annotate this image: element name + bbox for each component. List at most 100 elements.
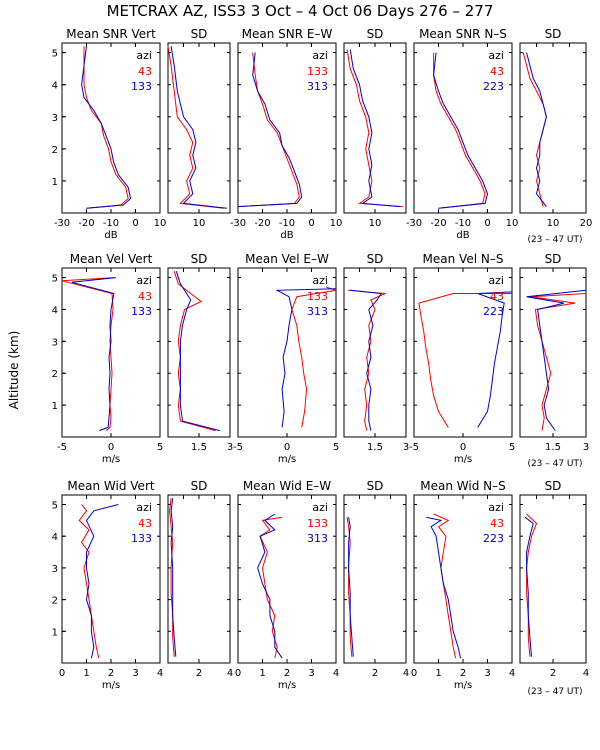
x-tick-label: 1 — [83, 668, 89, 679]
panel-title: Mean Vel Vert — [70, 252, 153, 266]
series-line-133-red — [346, 517, 353, 657]
series-line-223-blue — [526, 289, 587, 431]
x-tick-label: 1.5 — [367, 442, 383, 453]
x-tick-label: 0 — [411, 668, 417, 679]
panels-group: Mean SNR Vert-30 -20 -10 0 1012345dBazi43133… — [52, 27, 593, 691]
x-tick-label: 0 — [284, 442, 290, 453]
series-line-133-red — [346, 49, 403, 208]
legend-entry-313: 313 — [307, 80, 328, 93]
x-tick-label: 10 — [506, 218, 519, 229]
panel-9: Mean Vel E–W -5 0 5 m/s azi 133 313 — [233, 252, 339, 465]
series-line-223-blue — [477, 291, 513, 428]
panel-7: Mean Vel Vert -5 0 5 1 2 3 4 5 m/s azi 43 133 — [52, 252, 164, 465]
panel-title: Mean Wid N–S — [420, 479, 505, 493]
legend-entry-43: 43 — [138, 290, 152, 303]
panel-6: SD 10 20 — [519, 27, 592, 229]
x-tick-label: 2 — [460, 668, 466, 679]
y-tick-label: 3 — [52, 113, 58, 124]
legend-entry-43: 43 — [490, 65, 504, 78]
legend-entry-313: 313 — [307, 305, 328, 318]
series-line-223-blue — [426, 516, 462, 659]
panel-13: Mean Wid Vert 0 1 2 3 4 1 2 3 4 5 m/s azi 43 133 — [52, 479, 164, 691]
panel-frame — [519, 42, 587, 214]
panel-15: Mean Wid E–W 0 1 2 3 4 m/s azi 133 313 — [235, 479, 339, 691]
series-line-133-blue — [175, 271, 220, 432]
panel-frame — [167, 267, 231, 438]
legend-entry-43: 43 — [490, 290, 504, 303]
legend-entry-133: 133 — [307, 65, 328, 78]
y-tick-label: 2 — [52, 596, 58, 607]
legend-header: azi — [488, 274, 504, 287]
legend-header: azi — [136, 274, 152, 287]
x-axis-label: m/s — [454, 680, 472, 691]
x-axis-label: m/s — [454, 454, 472, 465]
panel-5: Mean SNR N–S -30 -20 -10 0 10 dB azi 43 223 — [406, 27, 519, 241]
y-tick-label: 3 — [52, 564, 58, 575]
panel-3: Mean SNR E–W -30 -20 -10 0 10 dB azi 133 313 — [230, 27, 343, 241]
ut-note-row1: (23 – 47 UT) — [527, 235, 582, 245]
x-tick-label: 3 — [308, 668, 314, 679]
x-tick-label: 4 — [509, 668, 515, 679]
legend-header: azi — [312, 501, 328, 514]
x-tick-label: -20 — [430, 218, 446, 229]
panel-title: Mean SNR E–W — [242, 27, 333, 41]
x-tick-label: 2 — [196, 668, 202, 679]
x-tick-label: 0 — [132, 218, 138, 229]
y-tick-label: 1 — [52, 177, 58, 188]
panel-title: SD — [545, 252, 562, 266]
x-tick-label: 4 — [583, 668, 589, 679]
x-tick-label: 0 — [59, 668, 65, 679]
legend-header: azi — [488, 49, 504, 62]
y-tick-label: 1 — [52, 401, 58, 412]
y-tick-label: 1 — [52, 627, 58, 638]
series-line-43-red — [61, 277, 114, 431]
panel-18: SD 2 4 — [519, 479, 589, 679]
panel-title: SD — [367, 27, 384, 41]
series-line-133-blue — [170, 46, 227, 209]
series-line-223-blue — [524, 516, 534, 657]
series-line-43-red — [530, 293, 587, 431]
panel-title: Mean Wid Vert — [67, 479, 154, 493]
x-tick-label: 4 — [403, 668, 409, 679]
series-line-133-blue — [71, 277, 116, 432]
x-tick-label: -5 — [409, 442, 419, 453]
panel-title: Mean Wid E–W — [243, 479, 331, 493]
x-tick-label: 10 — [330, 218, 343, 229]
legend-entry-43: 43 — [138, 65, 152, 78]
y-tick-label: 2 — [52, 369, 58, 380]
series-line-313-blue — [349, 49, 400, 208]
y-tick-label: 3 — [52, 337, 58, 348]
series-line-43-red — [169, 498, 175, 657]
x-axis-label: m/s — [102, 454, 120, 465]
legend-entry-43: 43 — [138, 517, 152, 530]
series-line-43-red — [167, 46, 224, 209]
legend-entry-133: 133 — [131, 305, 152, 318]
x-tick-label: 0 — [460, 442, 466, 453]
x-tick-label: -20 — [254, 218, 270, 229]
y-tick-label: 4 — [52, 532, 58, 543]
series-line-43-red — [83, 46, 129, 209]
x-tick-label: 2 — [372, 668, 378, 679]
panel-title: SD — [191, 27, 208, 41]
x-tick-label: 2 — [550, 668, 556, 679]
legend-entry-223: 223 — [483, 532, 504, 545]
x-tick-label: -30 — [230, 218, 246, 229]
x-tick-label: 3 — [403, 442, 409, 453]
legend-entry-133: 133 — [307, 290, 328, 303]
x-tick-label: 4 — [157, 668, 163, 679]
x-tick-label: 0 — [484, 218, 490, 229]
panel-title: SD — [545, 27, 562, 41]
panel-12: SD 1.5 3 — [519, 252, 589, 453]
x-tick-label: -10 — [455, 218, 471, 229]
legend-entry-133: 133 — [307, 517, 328, 530]
panel-title: SD — [367, 252, 384, 266]
x-tick-label: 10 — [193, 218, 206, 229]
x-tick-label: -10 — [279, 218, 295, 229]
panel-10: SD 1.5 3 — [343, 252, 409, 453]
x-axis-label: m/s — [278, 680, 296, 691]
series-line-43-red — [433, 52, 486, 209]
x-tick-label: 10 — [547, 218, 560, 229]
series-line-313-blue — [350, 289, 383, 431]
legend-entry-43: 43 — [490, 517, 504, 530]
panel-title: Mean Vel E–W — [245, 252, 329, 266]
